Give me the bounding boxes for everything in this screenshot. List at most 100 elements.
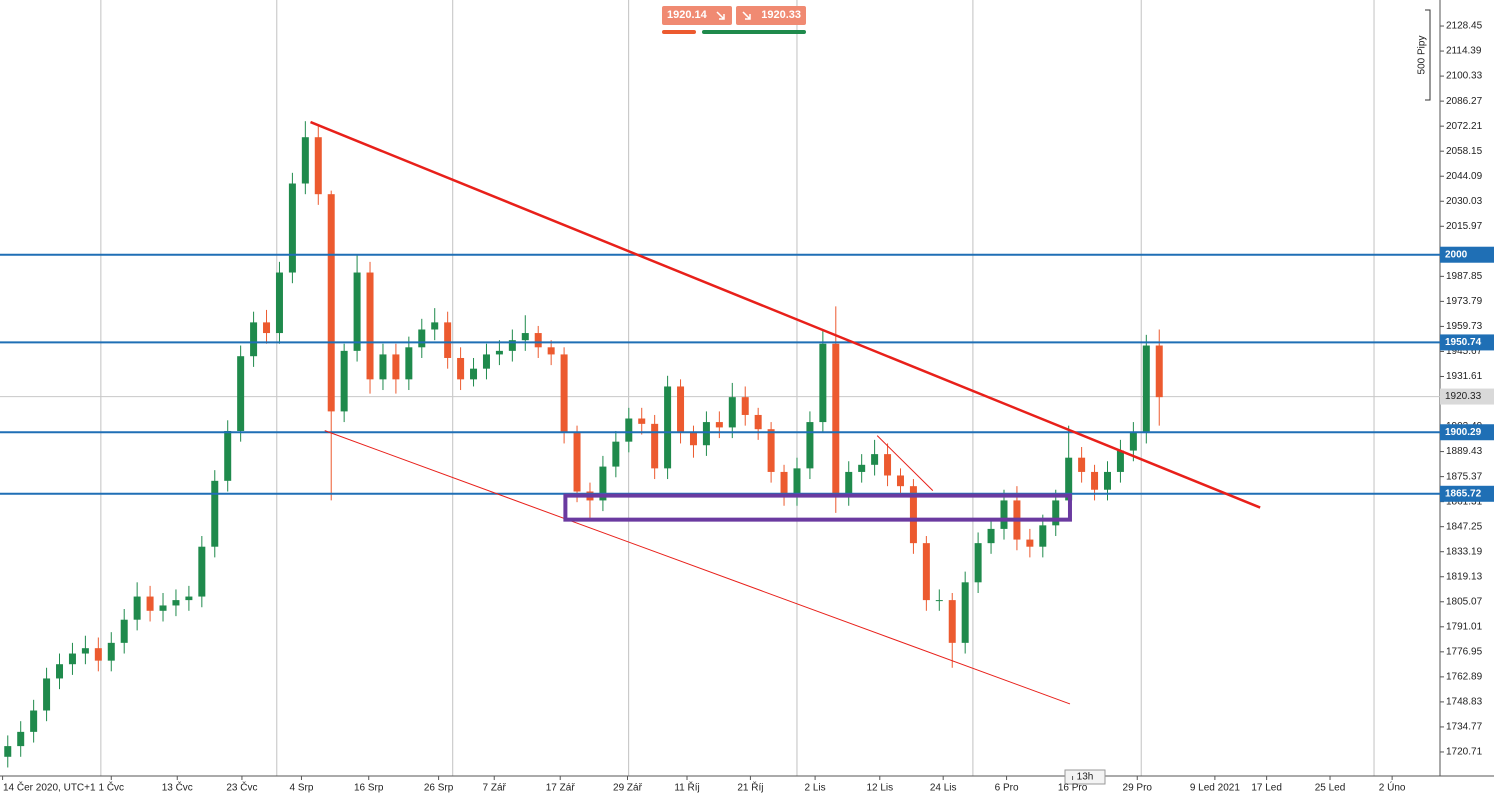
y-tick-label: 1875.37 xyxy=(1446,471,1483,482)
x-tick-label: 29 Pro xyxy=(1123,783,1153,794)
candle-body xyxy=(728,397,736,428)
candle-body xyxy=(638,418,646,424)
candle-body xyxy=(482,354,490,369)
x-tick-label: 16 Srp xyxy=(354,783,384,794)
y-tick-label: 2114.39 xyxy=(1446,46,1482,57)
candle-body xyxy=(366,272,374,380)
y-tick-label: 1931.61 xyxy=(1446,371,1483,382)
candle-body xyxy=(418,329,426,348)
level-label-box xyxy=(1440,334,1494,351)
timeframe-marker-box xyxy=(1064,769,1106,785)
candle-body xyxy=(767,429,775,472)
level-label-box xyxy=(1440,485,1494,502)
buy-button[interactable]: 1920.33 xyxy=(736,6,806,25)
candle-body xyxy=(961,582,969,643)
candle-body xyxy=(340,350,348,412)
candle-body xyxy=(470,368,478,380)
candle-body xyxy=(314,137,322,195)
candle-body xyxy=(327,194,335,412)
candle-body xyxy=(1103,471,1111,490)
trend-line xyxy=(324,430,1071,705)
sell-bar xyxy=(662,30,696,34)
y-tick-label: 1748.83 xyxy=(1446,697,1483,708)
candle-body xyxy=(689,432,697,446)
candle-body xyxy=(521,333,529,341)
candle-body xyxy=(935,600,943,602)
level-label: 1900.29 xyxy=(1445,427,1482,438)
y-tick-label: 2086.27 xyxy=(1446,96,1483,107)
x-tick-label: 6 Pro xyxy=(995,783,1019,794)
y-tick-label: 1945.67 xyxy=(1446,346,1483,357)
candle-body xyxy=(81,648,89,654)
x-tick-label: 2 Lis xyxy=(805,783,826,794)
x-tick-label: 9 Led 2021 xyxy=(1190,783,1240,794)
candle-body xyxy=(560,354,568,433)
candle-body xyxy=(146,596,154,611)
candle-body xyxy=(1026,539,1034,547)
candle-body xyxy=(68,653,76,665)
buy-bar xyxy=(702,30,806,34)
candle-body xyxy=(263,322,271,334)
candle-body xyxy=(547,347,555,355)
candle-body xyxy=(1052,500,1060,526)
candle-body xyxy=(379,354,387,380)
y-tick-label: 2128.45 xyxy=(1446,21,1483,32)
candle-body xyxy=(457,357,465,380)
trend-line xyxy=(876,435,934,491)
x-tick-label: 14 Čer 2020, UTC+1 xyxy=(3,781,96,794)
buy-price: 1920.33 xyxy=(761,9,801,21)
candle-body xyxy=(107,642,115,661)
level-label: 2000 xyxy=(1445,249,1468,260)
candle-body xyxy=(896,475,904,487)
candle-body xyxy=(573,432,581,492)
candle-body xyxy=(884,454,892,476)
y-tick-label: 2100.33 xyxy=(1446,71,1483,82)
x-tick-label: 17 Led xyxy=(1251,783,1282,794)
x-tick-label: 25 Led xyxy=(1315,783,1346,794)
y-tick-label: 1805.07 xyxy=(1446,596,1483,607)
y-tick-label: 2044.09 xyxy=(1446,171,1483,182)
candle-body xyxy=(431,322,439,330)
candle-body xyxy=(806,422,814,469)
candle-body xyxy=(832,343,840,496)
y-tick-label: 1987.85 xyxy=(1446,271,1483,282)
candle-body xyxy=(974,543,982,583)
candle-body xyxy=(1078,457,1086,472)
candle-body xyxy=(211,480,219,547)
candle-body xyxy=(185,596,193,601)
y-tick-label: 1959.73 xyxy=(1446,321,1483,332)
x-axis-band xyxy=(0,777,1494,798)
candle-body xyxy=(1116,450,1124,472)
y-tick-label: 2015.97 xyxy=(1446,221,1483,232)
x-tick-label: 11 Říj xyxy=(674,781,699,794)
y-tick-label: 1720.71 xyxy=(1446,747,1483,758)
candle-body xyxy=(94,648,102,661)
level-label-box xyxy=(1440,424,1494,441)
scale-label: 500 Pipy xyxy=(1417,36,1428,75)
candle-body xyxy=(1039,525,1047,547)
x-tick-label: 26 Srp xyxy=(424,783,454,794)
candle-body xyxy=(301,137,309,184)
x-tick-label: 29 Zář xyxy=(613,783,643,794)
arrow-icon xyxy=(716,11,725,20)
candle-body xyxy=(845,471,853,496)
range-box xyxy=(563,493,1072,522)
scale-bracket xyxy=(1425,9,1431,101)
candle-body xyxy=(651,423,659,469)
candle-body xyxy=(508,340,516,351)
sell-button[interactable]: 1920.14 xyxy=(662,6,732,25)
candle-body xyxy=(198,546,206,597)
candle-body xyxy=(780,471,788,496)
candle-body xyxy=(224,430,232,481)
candle-body xyxy=(353,272,361,351)
y-tick-label: 1819.13 xyxy=(1446,571,1483,582)
current-price-box xyxy=(1440,388,1494,405)
candle-body xyxy=(664,386,672,469)
x-tick-label: 7 Zář xyxy=(483,783,507,794)
candle-body xyxy=(625,418,633,442)
candle-body xyxy=(612,441,620,467)
x-tick-label: 21 Říj xyxy=(737,781,763,794)
y-tick-label: 1791.01 xyxy=(1446,621,1483,632)
candle-body xyxy=(43,678,51,711)
